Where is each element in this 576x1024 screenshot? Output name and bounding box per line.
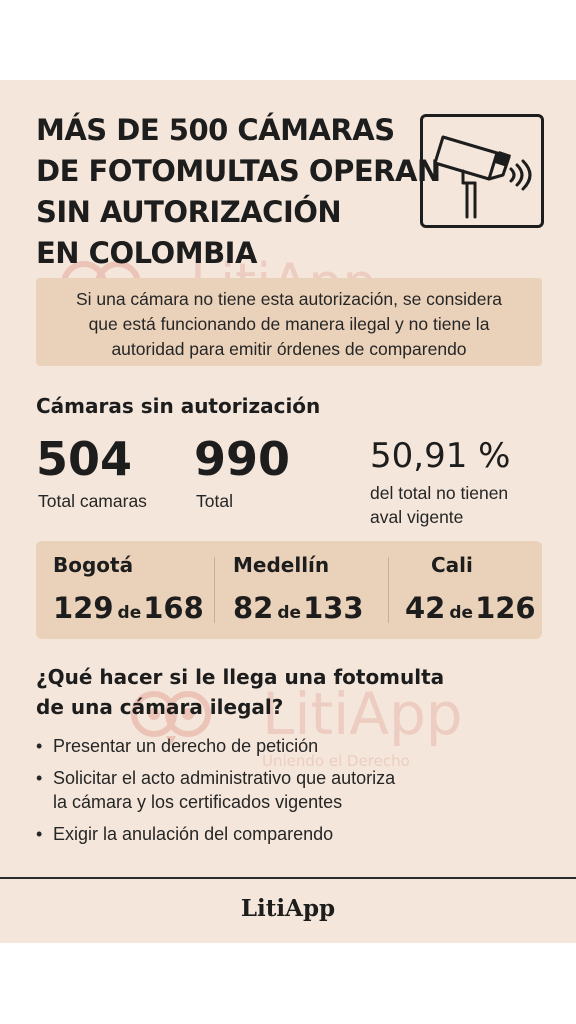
footer-divider bbox=[0, 877, 576, 879]
security-camera-icon bbox=[433, 135, 532, 219]
list-item-text: Presentar un derecho de petición bbox=[53, 736, 319, 756]
city-unauthorized: 42 bbox=[405, 591, 446, 625]
city-cali: Cali 42 de126 bbox=[389, 541, 542, 639]
headline-line: DE FOTOMULTAS OPERAN bbox=[36, 154, 441, 188]
city-connector: de bbox=[449, 603, 474, 623]
total-caption: Total bbox=[196, 491, 233, 511]
steps-list: • Presentar un derecho de petición • Sol… bbox=[36, 734, 536, 854]
question-line: de una cámara ilegal? bbox=[36, 695, 284, 719]
infographic-card: LitiApp MÁS DE 500 CÁMARAS DE FOTOMULTAS… bbox=[0, 80, 576, 943]
info-line: Si una cámara no tiene esta autorización… bbox=[75, 289, 503, 309]
question-heading: ¿Qué hacer si le llega una fotomulta de … bbox=[36, 662, 444, 722]
city-total: 126 bbox=[475, 591, 536, 625]
city-unauthorized: 129 bbox=[53, 591, 114, 625]
city-name: Cali bbox=[431, 553, 473, 577]
percent-caption: del total no tienen bbox=[370, 483, 509, 503]
city-medellin: Medellín 82 de133 bbox=[215, 541, 388, 639]
city-bogota: Bogotá 129 de168 bbox=[36, 541, 214, 639]
city-name: Bogotá bbox=[53, 553, 134, 577]
divider bbox=[214, 557, 215, 623]
info-line: que está funcionando de manera ilegal y … bbox=[88, 314, 490, 334]
total-count: 990 bbox=[194, 432, 291, 486]
footer-brand: LitiApp bbox=[240, 895, 336, 922]
list-item-text: Solicitar el acto administrativo que aut… bbox=[53, 768, 396, 788]
city-unauthorized: 82 bbox=[233, 591, 274, 625]
city-ratio: 129 de168 bbox=[53, 591, 204, 625]
headline-line: EN COLOMBIA bbox=[36, 236, 257, 270]
city-connector: de bbox=[277, 603, 302, 623]
list-item-text: Exigir la anulación del comparendo bbox=[53, 824, 334, 844]
camera-icon-box bbox=[420, 114, 544, 228]
list-item: • Presentar un derecho de petición bbox=[36, 734, 536, 758]
city-ratio: 42 de126 bbox=[405, 591, 536, 625]
stats-heading: Cámaras sin autorización bbox=[36, 394, 321, 418]
list-item: • Exigir la anulación del comparendo bbox=[36, 822, 536, 846]
city-total: 168 bbox=[143, 591, 204, 625]
city-total: 133 bbox=[303, 591, 364, 625]
headline: MÁS DE 500 CÁMARAS DE FOTOMULTAS OPERAN … bbox=[36, 110, 441, 274]
divider bbox=[388, 557, 389, 623]
city-ratio: 82 de133 bbox=[233, 591, 364, 625]
list-item-text: la cámara y los certificados vigentes bbox=[53, 792, 343, 812]
list-item: • Solicitar el acto administrativo que a… bbox=[36, 766, 536, 814]
percent-caption: aval vigente bbox=[370, 507, 464, 527]
question-line: ¿Qué hacer si le llega una fotomulta bbox=[36, 665, 445, 689]
percent-value: 50,91 % bbox=[370, 436, 511, 476]
cities-panel: Bogotá 129 de168 Medellín 82 de133 Cali 42… bbox=[36, 541, 542, 639]
unauthorized-count: 504 bbox=[36, 432, 133, 486]
bullet-icon: • bbox=[36, 736, 43, 756]
unauthorized-caption: Total camaras bbox=[38, 491, 147, 511]
bullet-icon: • bbox=[36, 768, 43, 788]
headline-line: MÁS DE 500 CÁMARAS bbox=[36, 113, 395, 147]
city-connector: de bbox=[117, 603, 142, 623]
headline-line: SIN AUTORIZACIÓN bbox=[36, 195, 342, 229]
bullet-icon: • bbox=[36, 824, 43, 844]
city-name: Medellín bbox=[233, 553, 330, 577]
info-panel: Si una cámara no tiene esta autorización… bbox=[36, 278, 542, 366]
info-line: autoridad para emitir órdenes de compare… bbox=[111, 339, 467, 359]
